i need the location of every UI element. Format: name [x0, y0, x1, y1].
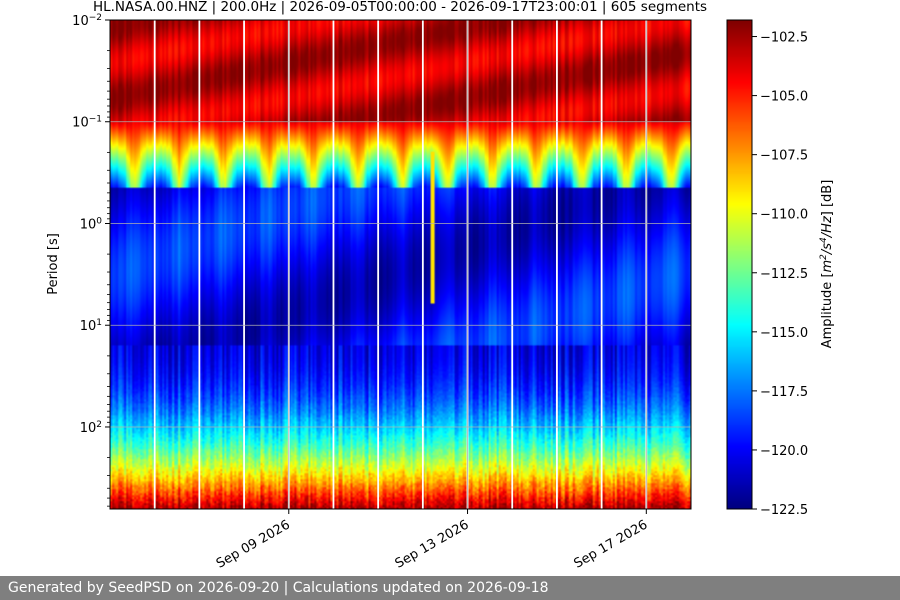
y-tick-exponent: 2	[96, 420, 102, 430]
y-tick-base: 10	[80, 319, 97, 334]
y-tick-base: 10	[80, 217, 97, 232]
colorbar-tick-label: −120.0	[760, 444, 808, 459]
footer-text: Generated by SeedPSD on 2026-09-20 | Cal…	[8, 580, 549, 596]
x-tick-label: Sep 09 2026	[214, 517, 293, 571]
colorbar-label-prefix: Amplitude [	[820, 272, 835, 348]
plot-frame	[109, 19, 692, 510]
y-tick-base: 10	[72, 14, 89, 29]
y-tick-label: 101	[80, 318, 102, 334]
colorbar-label-math: m	[820, 260, 835, 273]
spectrogram-figure: HL.NASA.00.HNZ | 200.0Hz | 2026-09-05T00…	[46, 0, 835, 572]
y-tick-base: 10	[72, 116, 89, 131]
y-tick-base: 10	[80, 421, 97, 436]
colorbar-tick-label: −105.0	[760, 90, 808, 105]
y-tick-label: 102	[80, 420, 102, 436]
y-tick-label: 10−1	[72, 115, 102, 131]
colorbar-tick-label: −115.0	[760, 326, 808, 341]
y-axis-label: Period [s]	[46, 233, 61, 295]
colorbar-frame	[726, 19, 753, 510]
colorbar-tick-label: −122.5	[760, 503, 808, 518]
colorbar-label-suffix: ] [dB]	[820, 180, 835, 217]
colorbar-label-sup2: 4	[819, 237, 829, 243]
colorbar-label-end: /Hz	[820, 215, 835, 238]
y-tick-label: 10−2	[72, 13, 102, 29]
y-tick-exponent: −1	[89, 115, 102, 125]
y-tick-label: 100	[80, 216, 103, 232]
y-tick-exponent: 1	[96, 318, 102, 328]
colorbar-label-mid: /s	[820, 243, 835, 255]
colorbar-tick-label: −110.0	[760, 208, 808, 223]
footer-bar: Generated by SeedPSD on 2026-09-20 | Cal…	[0, 576, 900, 600]
y-tick-exponent: −2	[89, 13, 102, 23]
chart-title: HL.NASA.00.HNZ | 200.0Hz | 2026-09-05T00…	[93, 0, 707, 15]
colorbar-label-sup1: 2	[819, 254, 829, 260]
colorbar-tick-label: −112.5	[760, 267, 808, 282]
colorbar-tick-label: −102.5	[760, 31, 808, 46]
colorbar-gradient	[727, 20, 752, 509]
x-tick-label: Sep 13 2026	[393, 517, 472, 571]
plot-area	[109, 19, 692, 510]
colorbar: −102.5 −105.0 −107.5 −110.0 −112.5 −115.0 −117…	[726, 19, 835, 518]
x-tick-label: Sep 17 2026	[571, 517, 650, 571]
x-axis: Sep 09 2026 Sep 13 2026 Sep 17 2026	[214, 509, 650, 572]
colorbar-ticks: −102.5 −105.0 −107.5 −110.0 −112.5 −115.0 −117…	[752, 31, 808, 518]
spectrogram-heatmap	[110, 20, 691, 509]
colorbar-tick-label: −117.5	[760, 385, 808, 400]
colorbar-tick-label: −107.5	[760, 149, 808, 164]
y-tick-exponent: 0	[96, 216, 102, 226]
colorbar-label: Amplitude [m2/s4/Hz] [dB]	[819, 180, 835, 349]
